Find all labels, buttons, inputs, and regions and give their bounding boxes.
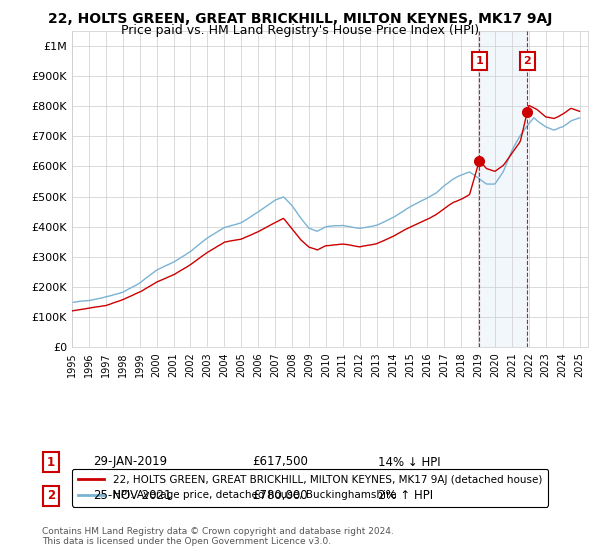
- Text: £780,000: £780,000: [252, 489, 308, 502]
- Text: Price paid vs. HM Land Registry's House Price Index (HPI): Price paid vs. HM Land Registry's House …: [121, 24, 479, 36]
- Text: 2: 2: [524, 56, 532, 66]
- Text: 25-NOV-2021: 25-NOV-2021: [93, 489, 172, 502]
- Text: 29-JAN-2019: 29-JAN-2019: [93, 455, 167, 469]
- Bar: [479, 31, 527, 347]
- Text: 1: 1: [47, 455, 55, 469]
- Text: 1: 1: [476, 56, 483, 66]
- Legend: 22, HOLTS GREEN, GREAT BRICKHILL, MILTON KEYNES, MK17 9AJ (detached house), HPI:: 22, HOLTS GREEN, GREAT BRICKHILL, MILTON…: [72, 469, 548, 506]
- Text: 14% ↓ HPI: 14% ↓ HPI: [378, 455, 440, 469]
- Text: 2% ↑ HPI: 2% ↑ HPI: [378, 489, 433, 502]
- Text: 22, HOLTS GREEN, GREAT BRICKHILL, MILTON KEYNES, MK17 9AJ: 22, HOLTS GREEN, GREAT BRICKHILL, MILTON…: [48, 12, 552, 26]
- Text: Contains HM Land Registry data © Crown copyright and database right 2024.
This d: Contains HM Land Registry data © Crown c…: [42, 526, 394, 546]
- Text: £617,500: £617,500: [252, 455, 308, 469]
- Text: 2: 2: [47, 489, 55, 502]
